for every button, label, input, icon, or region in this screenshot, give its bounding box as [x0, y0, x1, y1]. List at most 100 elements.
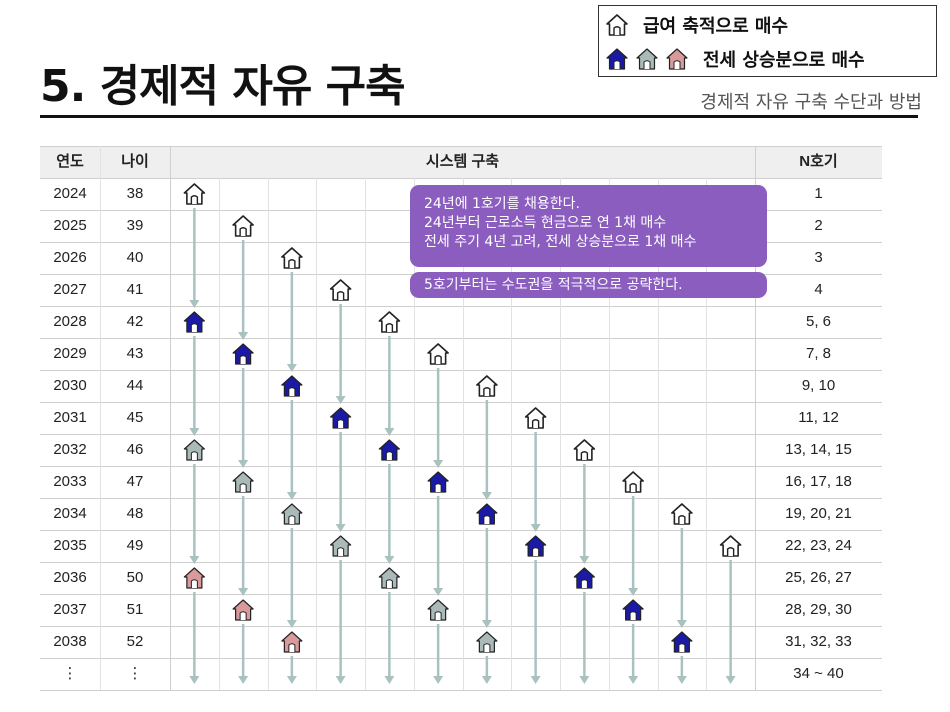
year-cell: 2027 [53, 281, 87, 298]
age-cell: 38 [126, 185, 144, 202]
arrow-head [628, 676, 639, 684]
title-underline [40, 115, 918, 118]
n-unit-cell: 31, 32, 33 [785, 633, 852, 650]
age-cell: 51 [126, 601, 144, 618]
plan-note-line: 전세 주기 4년 고려, 전세 상승분으로 1채 매수 [424, 234, 697, 250]
year-cell: 2033 [53, 473, 87, 490]
arrow-head [530, 524, 541, 532]
arrow-head [286, 492, 297, 500]
n-unit-cell: 4 [814, 281, 823, 298]
age-cell: 46 [126, 441, 144, 458]
legend-box: 급여 축적으로 매수 전세 상승분으로 매수 [598, 5, 937, 77]
arrow-head [725, 676, 736, 684]
year-cell: 2024 [53, 185, 87, 202]
header-system: 시스템 구축 [425, 153, 500, 170]
house-gray-icon [183, 439, 205, 461]
n-unit-cell: 16, 17, 18 [785, 473, 852, 490]
n-unit-cell: 1 [814, 185, 823, 202]
arrow-head [238, 588, 249, 596]
house-navy-icon [605, 47, 629, 71]
arrow-head [676, 620, 687, 628]
n-unit-cell: 9, 10 [801, 377, 836, 394]
age-cell: 50 [126, 569, 144, 586]
arrow-head [628, 588, 639, 596]
age-cell: 40 [126, 249, 144, 266]
age-cell: 48 [126, 505, 144, 522]
header-n: N호기 [799, 153, 838, 170]
arrow-head [238, 460, 249, 468]
house-gray-icon [635, 47, 659, 71]
year-cell: 2038 [53, 633, 87, 650]
arrow-head [384, 676, 395, 684]
n-unit-cell: 3 [814, 249, 823, 266]
age-cell: 44 [126, 377, 144, 394]
age-cell: 42 [126, 313, 144, 330]
year-cell: ⋮ [62, 665, 78, 682]
year-cell: 2029 [53, 345, 87, 362]
age-cell: ⋮ [127, 665, 143, 682]
age-cell: 43 [126, 345, 144, 362]
n-unit-cell: 13, 14, 15 [785, 441, 852, 458]
house-gray-icon [427, 599, 449, 621]
house-navy-icon [573, 567, 595, 589]
arrow-head [579, 556, 590, 564]
house-navy-icon [427, 471, 449, 493]
page-subtitle: 경제적 자유 구축 수단과 방법 [700, 92, 922, 113]
arrow-head [189, 300, 200, 308]
house-outline-icon [573, 439, 596, 461]
plan-note-line: 24년에 1호기를 채용한다. [424, 196, 580, 212]
house-outline-icon [476, 375, 498, 397]
house-outline-icon [605, 13, 629, 37]
house-navy-icon [330, 407, 352, 429]
arrow-head [238, 676, 249, 684]
age-cell: 45 [126, 409, 144, 426]
year-cell: 2032 [53, 441, 87, 458]
house-navy-icon [183, 311, 205, 333]
house-gray-icon [281, 503, 303, 525]
house-outline-icon [622, 471, 644, 493]
year-cell: 2036 [53, 569, 87, 586]
year-cell: 2028 [53, 313, 87, 330]
year-cell: 2031 [53, 409, 87, 426]
n-unit-cell: 25, 26, 27 [785, 569, 852, 586]
header-age: 나이 [121, 153, 149, 170]
house-navy-icon [378, 439, 400, 461]
n-unit-cell: 22, 23, 24 [785, 537, 852, 554]
table-header-bg [40, 146, 882, 178]
house-outline-icon [671, 503, 693, 525]
arrow-head [530, 676, 541, 684]
arrow-head [481, 620, 492, 628]
legend-jeonse-label: 전세 상승분으로 매수 [703, 50, 865, 71]
arrow-head [286, 620, 297, 628]
age-cell: 52 [126, 633, 144, 650]
house-navy-icon [281, 375, 303, 397]
n-unit-cell: 28, 29, 30 [785, 601, 852, 618]
legend-salary-label: 급여 축적으로 매수 [643, 16, 789, 37]
capital-area-callout: 5호기부터는 수도권을 적극적으로 공략한다. [410, 272, 767, 298]
plan-table: 연도 나이 시스템 구축 N호기 2024 38 1 2025 39 2 2026 40 3 2027 41… [40, 146, 882, 694]
house-gray-icon [378, 567, 400, 589]
arrow-head [335, 524, 346, 532]
legend-row-jeonse: 전세 상승분으로 매수 [605, 46, 865, 72]
age-cell: 41 [126, 281, 144, 298]
house-outline-icon [183, 183, 206, 205]
house-pink-icon [183, 567, 205, 589]
age-cell: 49 [126, 537, 144, 554]
house-outline-icon [524, 407, 547, 429]
house-pink-icon [281, 631, 303, 653]
arrow-head [433, 588, 444, 596]
n-unit-cell: 5, 6 [805, 313, 832, 330]
arrow-head [335, 676, 346, 684]
house-pink-icon [232, 599, 254, 621]
house-outline-icon [719, 535, 742, 557]
house-gray-icon [232, 471, 254, 493]
house-outline-icon [329, 279, 352, 301]
house-pink-icon [665, 47, 689, 71]
year-cell: 2030 [53, 377, 87, 394]
year-cell: 2034 [53, 505, 87, 522]
house-navy-icon [622, 599, 644, 621]
year-cell: 2035 [53, 537, 87, 554]
arrow-head [189, 676, 200, 684]
house-outline-icon [427, 343, 449, 365]
arrow-head [189, 556, 200, 564]
